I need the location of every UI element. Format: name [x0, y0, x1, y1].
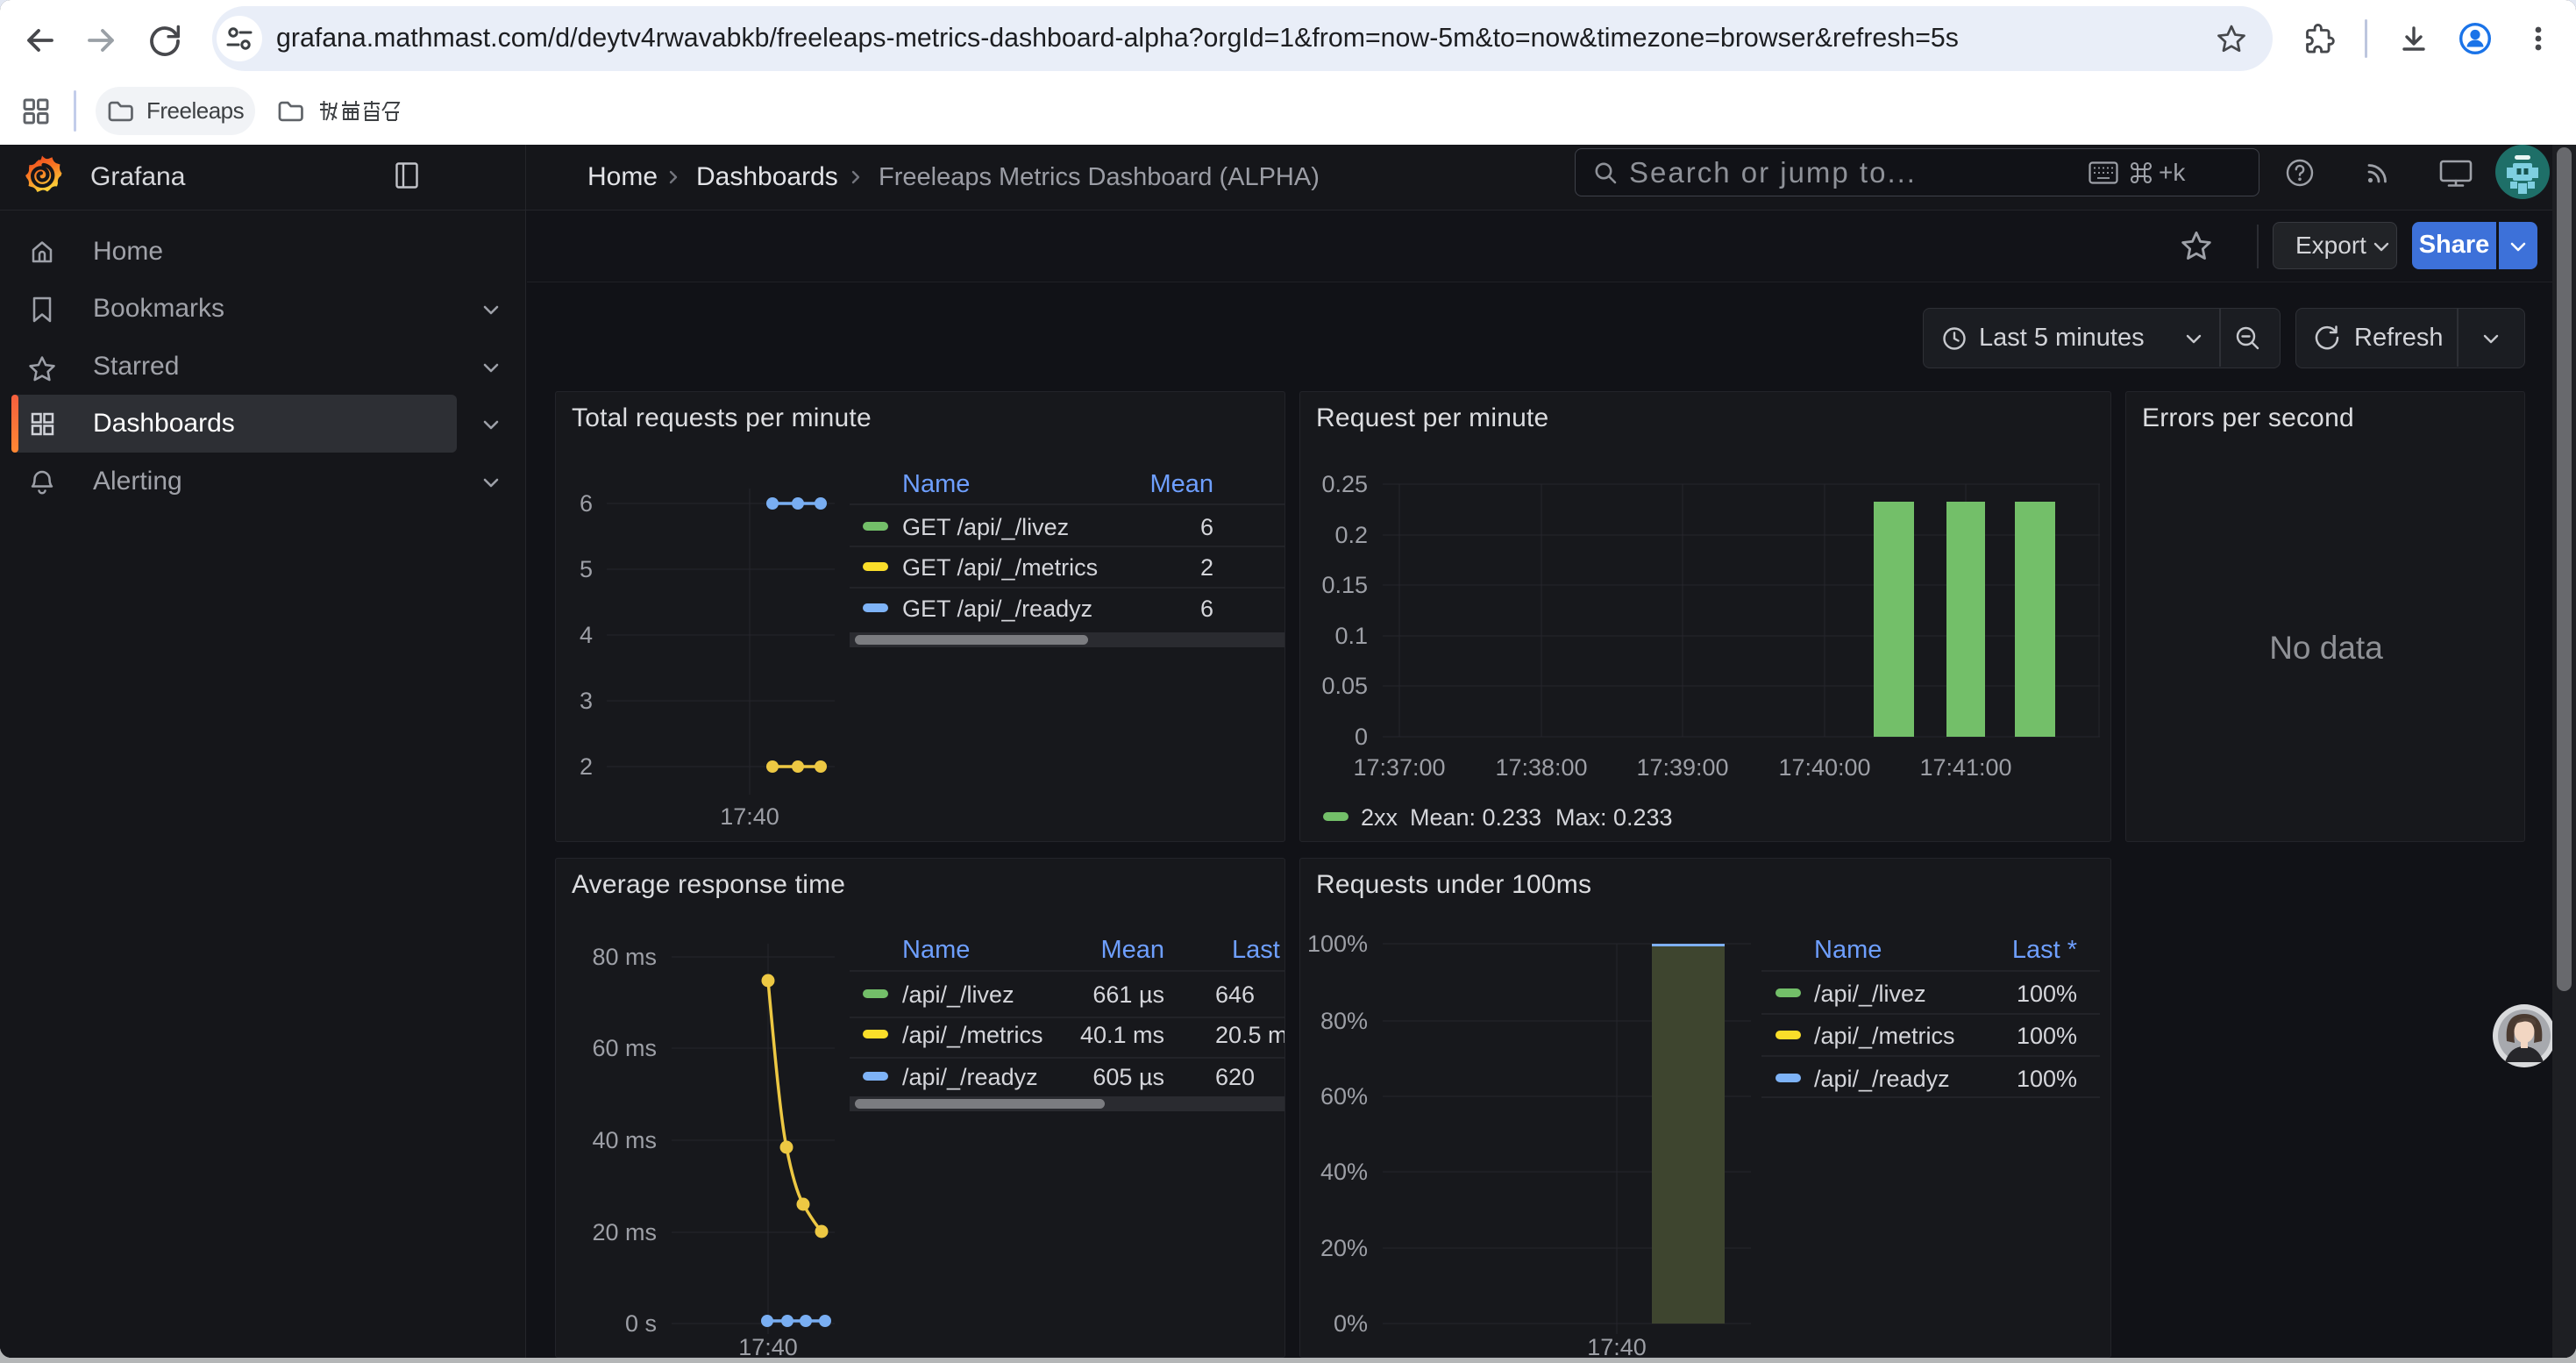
svg-text:17:37:00: 17:37:00: [1353, 754, 1445, 781]
svg-text:100%: 100%: [2017, 981, 2077, 1007]
svg-text:No data: No data: [2269, 630, 2383, 666]
svg-text:60 ms: 60 ms: [592, 1035, 657, 1061]
svg-text:4: 4: [580, 622, 593, 648]
svg-text:17:40: 17:40: [738, 1334, 798, 1357]
svg-text:Name: Name: [902, 936, 970, 964]
svg-text:100%: 100%: [2017, 1066, 2077, 1092]
svg-text:6: 6: [1200, 514, 1213, 540]
svg-text:2: 2: [580, 753, 593, 780]
svg-text:40%: 40%: [1320, 1159, 1368, 1185]
svg-text:80%: 80%: [1320, 1008, 1368, 1034]
svg-text:Last *: Last *: [2012, 936, 2077, 964]
svg-text:17:39:00: 17:39:00: [1636, 754, 1728, 781]
svg-text:0%: 0%: [1334, 1310, 1368, 1337]
svg-text:17:40: 17:40: [1587, 1334, 1647, 1357]
svg-text:0.1: 0.1: [1334, 623, 1368, 649]
svg-text:0: 0: [1355, 724, 1368, 750]
svg-text:GET /api/_/readyz: GET /api/_/readyz: [902, 596, 1092, 622]
svg-text:2: 2: [1200, 554, 1213, 581]
svg-text:/api/_/livez: /api/_/livez: [902, 981, 1014, 1008]
svg-text:0.15: 0.15: [1321, 572, 1368, 598]
svg-text:Mean: Mean: [1149, 470, 1213, 498]
svg-text:605 µs: 605 µs: [1092, 1064, 1164, 1090]
svg-text:6: 6: [580, 490, 593, 517]
svg-text:/api/_/metrics: /api/_/metrics: [902, 1022, 1043, 1048]
svg-text:100%: 100%: [1307, 931, 1368, 957]
svg-text:Mean: 0.233: Mean: 0.233: [1410, 804, 1541, 831]
svg-text:/api/_/metrics: /api/_/metrics: [1814, 1023, 1955, 1049]
svg-text:Name: Name: [902, 470, 970, 498]
svg-text:20 ms: 20 ms: [592, 1219, 657, 1245]
svg-text:5: 5: [580, 556, 593, 582]
svg-text:40.1 ms: 40.1 ms: [1080, 1022, 1164, 1048]
svg-text:40 ms: 40 ms: [592, 1127, 657, 1153]
svg-text:3: 3: [580, 688, 593, 714]
svg-text:2xx: 2xx: [1361, 804, 1398, 831]
svg-text:17:40: 17:40: [720, 803, 779, 830]
svg-text:20.5 m: 20.5 m: [1215, 1022, 1284, 1048]
svg-text:0 s: 0 s: [625, 1310, 657, 1337]
svg-text:Max: 0.233: Max: 0.233: [1555, 804, 1673, 831]
svg-text:GET /api/_/livez: GET /api/_/livez: [902, 514, 1069, 540]
svg-text:17:38:00: 17:38:00: [1495, 754, 1587, 781]
svg-text:17:40:00: 17:40:00: [1778, 754, 1870, 781]
svg-text:6: 6: [1200, 596, 1213, 622]
svg-text:/api/_/readyz: /api/_/readyz: [1814, 1066, 1950, 1092]
svg-text:661 µs: 661 µs: [1092, 981, 1164, 1008]
svg-text:80 ms: 80 ms: [592, 944, 657, 970]
svg-text:60%: 60%: [1320, 1083, 1368, 1110]
svg-text:0.05: 0.05: [1321, 673, 1368, 699]
svg-text:620: 620: [1215, 1064, 1255, 1090]
svg-text:0.2: 0.2: [1334, 522, 1368, 548]
svg-text:/api/_/readyz: /api/_/readyz: [902, 1064, 1038, 1090]
svg-text:Mean: Mean: [1100, 936, 1164, 964]
svg-text:Name: Name: [1814, 936, 1882, 964]
svg-text:Last: Last: [1232, 936, 1280, 964]
svg-text:GET /api/_/metrics: GET /api/_/metrics: [902, 554, 1098, 581]
svg-text:/api/_/livez: /api/_/livez: [1814, 981, 1926, 1007]
svg-text:0.25: 0.25: [1321, 471, 1368, 497]
svg-text:20%: 20%: [1320, 1235, 1368, 1261]
svg-text:646: 646: [1215, 981, 1255, 1008]
svg-text:17:41:00: 17:41:00: [1919, 754, 2011, 781]
svg-text:100%: 100%: [2017, 1023, 2077, 1049]
